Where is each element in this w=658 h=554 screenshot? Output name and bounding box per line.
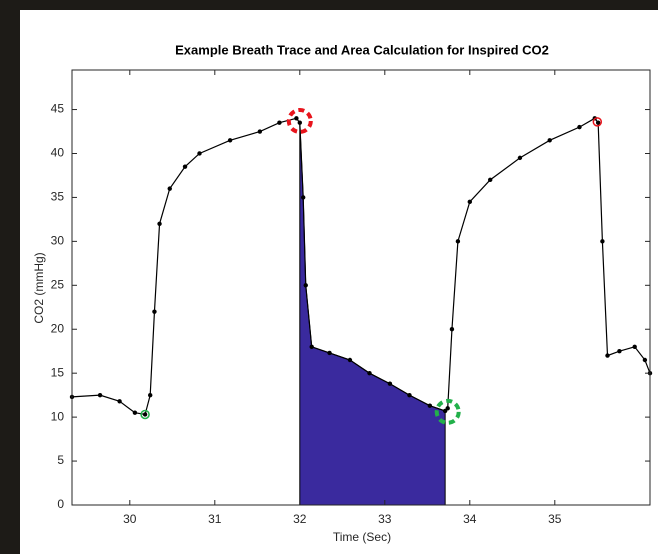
y-tick-label: 5	[57, 453, 64, 467]
data-point	[600, 239, 605, 244]
x-tick-label: 30	[123, 512, 137, 526]
data-point	[577, 124, 582, 130]
y-axis-label: CO2 (mmHg)	[32, 252, 46, 323]
data-point	[148, 392, 153, 398]
x-tick-label: 34	[463, 512, 477, 526]
y-tick-label: 45	[51, 102, 65, 116]
y-tick-label: 35	[51, 190, 65, 204]
data-point	[309, 344, 314, 350]
marker-circle	[592, 117, 603, 127]
y-tick-label: 10	[51, 409, 65, 423]
data-point	[427, 403, 433, 408]
data-point	[455, 239, 461, 244]
data-point	[297, 120, 302, 125]
data-point	[387, 381, 393, 386]
y-tick-label: 30	[51, 234, 65, 248]
x-axis-label: Time (Sec)	[333, 530, 391, 544]
data-point	[327, 350, 332, 356]
marker-circle	[140, 409, 150, 420]
data-point	[407, 392, 412, 398]
data-point	[167, 186, 172, 191]
data-point	[467, 199, 472, 205]
data-point	[97, 392, 103, 398]
data-point	[301, 195, 306, 200]
data-point	[367, 370, 372, 376]
data-point	[227, 138, 233, 143]
data-point	[517, 155, 523, 161]
y-tick-label: 0	[57, 497, 64, 511]
data-point	[547, 138, 552, 143]
data-point	[449, 327, 455, 332]
data-point	[488, 177, 493, 183]
data-point	[142, 412, 148, 417]
data-point	[617, 349, 622, 354]
data-point	[642, 357, 648, 363]
data-point	[303, 283, 308, 288]
data-point	[182, 164, 188, 169]
marker-circle	[434, 398, 461, 425]
x-tick-label: 33	[378, 512, 392, 526]
x-tick-label: 35	[548, 512, 562, 526]
data-point	[347, 357, 353, 363]
data-point	[632, 344, 637, 350]
data-point	[152, 309, 157, 314]
marker-circle	[286, 107, 313, 134]
chart-title: Example Breath Trace and Area Calculatio…	[175, 42, 549, 57]
data-point	[605, 353, 610, 358]
data-point	[132, 410, 138, 415]
data-point	[277, 120, 282, 125]
x-tick-label: 31	[208, 512, 222, 526]
data-point	[445, 406, 450, 411]
data-point	[257, 129, 263, 134]
data-point	[197, 151, 202, 156]
data-point	[157, 221, 162, 226]
y-tick-label: 25	[51, 277, 65, 291]
y-tick-label: 40	[51, 146, 65, 160]
data-point	[117, 399, 122, 404]
data-point	[294, 116, 299, 121]
axes-box	[71, 69, 651, 506]
x-tick-label: 32	[293, 512, 307, 526]
y-tick-label: 15	[51, 365, 65, 379]
y-tick-label: 20	[51, 321, 65, 335]
data-point	[595, 120, 601, 125]
